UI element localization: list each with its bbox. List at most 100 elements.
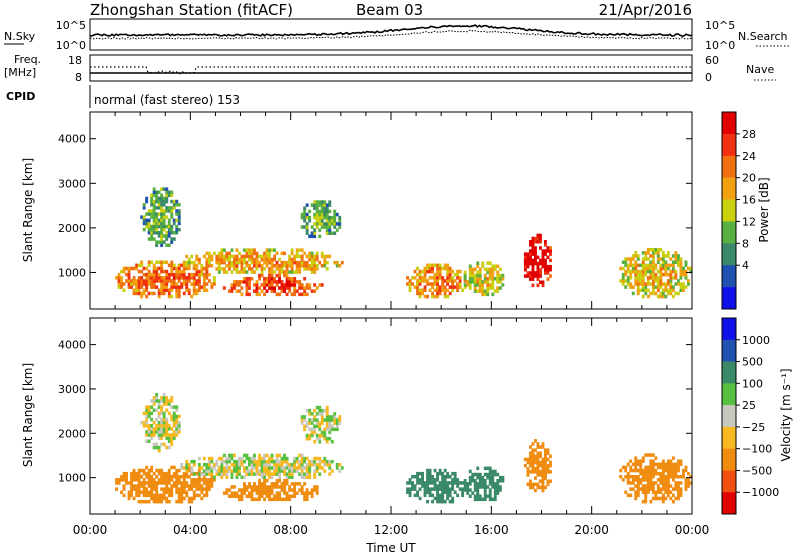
heatmap-cell (147, 427, 151, 431)
heatmap-cell (177, 493, 181, 498)
heatmap-cell (687, 282, 690, 286)
heatmap-cell (659, 257, 663, 261)
heatmap-cell (258, 459, 261, 464)
heatmap-cell (644, 468, 648, 473)
heatmap-cell (240, 267, 244, 271)
heatmap-cell (235, 459, 239, 464)
heatmap-cell (651, 459, 655, 463)
heatmap-cell (157, 221, 161, 226)
heatmap-cell (238, 289, 241, 293)
heatmap-cell (536, 442, 540, 446)
heatmap-cell (160, 420, 164, 425)
heatmap-cell (285, 475, 289, 479)
heatmap-cell (318, 209, 322, 214)
heatmap-cell (549, 268, 552, 272)
heatmap-cell (172, 266, 176, 271)
heatmap-cell (664, 260, 668, 264)
heatmap-cell (290, 264, 294, 268)
heatmap-cell (162, 196, 166, 201)
heatmap-cell (325, 225, 329, 229)
heatmap-cell (300, 421, 304, 425)
heatmap-cell (496, 491, 500, 495)
heatmap-cell (152, 199, 156, 204)
heatmap-cell (268, 273, 271, 278)
heatmap-cell (659, 481, 663, 485)
heatmap-cell (466, 485, 470, 489)
heatmap-cell (248, 494, 251, 498)
heatmap-cell (621, 260, 625, 264)
heatmap-cell (233, 466, 236, 470)
heatmap-cell (177, 424, 181, 428)
heatmap-cell (140, 490, 144, 494)
heatmap-cell (546, 268, 550, 272)
heatmap-cell (248, 292, 251, 297)
heatmap-cell (483, 497, 487, 502)
heatmap-cell (202, 282, 206, 286)
heatmap-cell (468, 277, 472, 281)
heatmap-cell (631, 263, 635, 268)
heatmap-cell (659, 475, 663, 479)
heatmap-cell (531, 442, 535, 446)
heatmap-cell (441, 493, 445, 498)
heatmap-cell (225, 459, 229, 464)
heatmap-cell (250, 456, 254, 461)
heatmap-cell (142, 499, 146, 504)
heatmap-cell (155, 199, 159, 204)
heatmap-cell (258, 260, 261, 265)
heatmap-cell (177, 414, 181, 419)
heatmap-cell (172, 237, 176, 241)
heatmap-cell (192, 484, 196, 488)
heatmap-cell (438, 499, 442, 504)
heatmap-cell (315, 488, 319, 492)
heatmap-cell (679, 257, 683, 261)
heatmap-cell (165, 396, 169, 400)
heatmap-cell (187, 475, 191, 479)
heatmap-cell (310, 264, 314, 268)
heatmap-cell (290, 248, 294, 252)
heatmap-cell (649, 499, 653, 504)
heatmap-cell (187, 288, 191, 292)
heatmap-cell (476, 280, 480, 284)
heatmap-cell (265, 283, 269, 287)
heatmap-cell (150, 433, 154, 437)
heatmap-cell (644, 475, 648, 479)
heatmap-cell (210, 456, 214, 461)
heatmap-cell (260, 466, 264, 470)
heatmap-cell (145, 439, 149, 443)
heatmap-cell (448, 499, 452, 504)
heatmap-cell (248, 248, 251, 252)
heatmap-cell (526, 258, 530, 263)
heatmap-cell (152, 481, 156, 485)
heatmap-cell (481, 289, 485, 293)
heatmap-cell (285, 472, 289, 476)
heatmap-cell (120, 285, 123, 289)
heatmap-cell (631, 285, 635, 289)
heatmap-cell (679, 272, 683, 277)
heatmap-cell (639, 272, 643, 277)
heatmap-cell (185, 285, 189, 289)
heatmap-cell (313, 418, 317, 422)
heatmap-cell (443, 481, 447, 485)
heatmap-cell (523, 261, 527, 266)
heatmap-cell (463, 485, 467, 489)
heatmap-cell (619, 279, 623, 283)
heatmap-cell (273, 277, 276, 281)
heatmap-cell (192, 276, 196, 280)
heatmap-cell (217, 260, 221, 265)
heatmap-cell (426, 475, 429, 479)
heatmap-cell (280, 482, 284, 486)
heatmap-cell (155, 231, 159, 235)
heatmap-cell (298, 463, 302, 467)
heatmap-cell (265, 494, 269, 498)
heatmap-cell (308, 472, 312, 476)
heatmap-cell (421, 481, 424, 485)
heatmap-cell (677, 465, 680, 470)
heatmap-cell (636, 282, 640, 286)
heatmap-cell (443, 499, 447, 504)
heatmap-cell (160, 282, 164, 286)
heatmap-cell (656, 462, 660, 467)
heatmap-cell (486, 267, 490, 272)
heatmap-cell (288, 463, 292, 467)
heatmap-cell (539, 454, 542, 459)
heatmap-cell (210, 264, 214, 268)
